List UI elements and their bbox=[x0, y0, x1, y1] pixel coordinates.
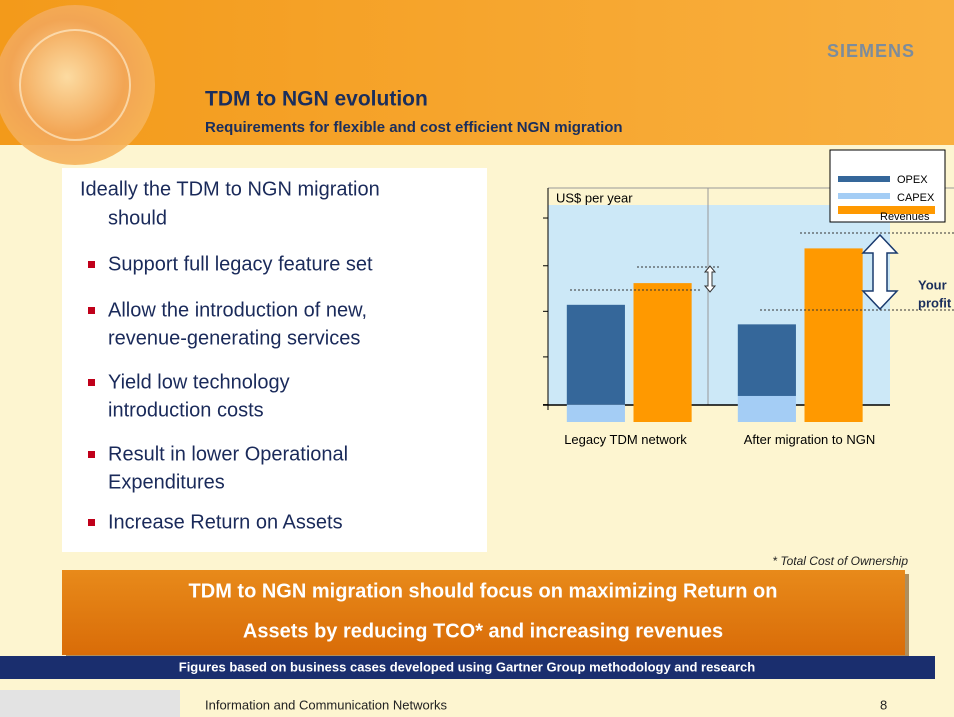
annotation: profit ! bbox=[918, 295, 954, 310]
arrow bbox=[861, 233, 899, 311]
intro-line: should bbox=[108, 207, 167, 229]
bullet-line: Increase Return on Assets bbox=[108, 511, 343, 533]
legend-label: OPEX bbox=[897, 174, 928, 186]
intro-line: Ideally the TDM to NGN migration bbox=[80, 178, 380, 200]
footnote: * Total Cost of Ownership bbox=[772, 554, 908, 568]
source-bar bbox=[0, 656, 935, 679]
title: TDM to NGN evolution bbox=[205, 88, 428, 111]
bar-segment bbox=[566, 404, 625, 422]
annotation: Your bbox=[918, 277, 947, 292]
bullet-line: revenue-generating services bbox=[108, 327, 360, 349]
bar bbox=[804, 248, 863, 422]
x-tick-label: Legacy TDM network bbox=[564, 432, 687, 447]
logo bbox=[0, 5, 155, 165]
bullet-marker bbox=[88, 307, 95, 314]
y-axis-label: US$ per year bbox=[556, 190, 633, 205]
profit-markers bbox=[570, 232, 954, 311]
bar-segment bbox=[737, 395, 796, 422]
bullet-line: Yield low technology bbox=[108, 371, 290, 393]
footer-text: Information and Communication Networks bbox=[205, 697, 448, 712]
source-text: Figures based on business cases develope… bbox=[179, 659, 756, 674]
bullet-line: Result in lower Operational bbox=[108, 443, 348, 465]
header-band bbox=[0, 0, 954, 145]
banner bbox=[62, 570, 905, 655]
bullet-line: introduction costs bbox=[108, 399, 264, 421]
bullet-marker bbox=[88, 519, 95, 526]
x-tick-label: After migration to NGN bbox=[743, 432, 876, 447]
bullet-line: Expenditures bbox=[108, 471, 225, 493]
legend-label: Revenues bbox=[880, 211, 930, 223]
bullet-box bbox=[62, 168, 487, 552]
legend-label: CAPEX bbox=[897, 192, 935, 204]
bullet-marker bbox=[88, 261, 95, 268]
arrow bbox=[703, 265, 717, 293]
footer-block bbox=[0, 690, 180, 717]
bullet-marker bbox=[88, 451, 95, 458]
legend-swatch bbox=[838, 193, 890, 199]
legend-swatch bbox=[838, 206, 935, 214]
subtitle: Requirements for flexible and cost effic… bbox=[205, 119, 623, 136]
bullet-line: Support full legacy feature set bbox=[108, 253, 373, 275]
page-number: 8 bbox=[880, 697, 887, 712]
bar-segment bbox=[737, 324, 796, 396]
bullet-list: Ideally the TDM to NGN migration should Su… bbox=[80, 178, 380, 533]
banner-line: TDM to NGN migration should focus on max… bbox=[189, 580, 778, 602]
bar bbox=[633, 283, 692, 422]
bullet-line: Allow the introduction of new, bbox=[108, 299, 367, 321]
legend-swatch bbox=[838, 176, 890, 182]
chart: US$ per year bbox=[543, 187, 954, 422]
logo-ring bbox=[19, 29, 131, 141]
brand: SIEMENS bbox=[827, 41, 915, 61]
bullet-marker bbox=[88, 379, 95, 386]
banner-line: Assets by reducing TCO* and increasing r… bbox=[243, 620, 723, 642]
bar-segment bbox=[566, 304, 625, 405]
